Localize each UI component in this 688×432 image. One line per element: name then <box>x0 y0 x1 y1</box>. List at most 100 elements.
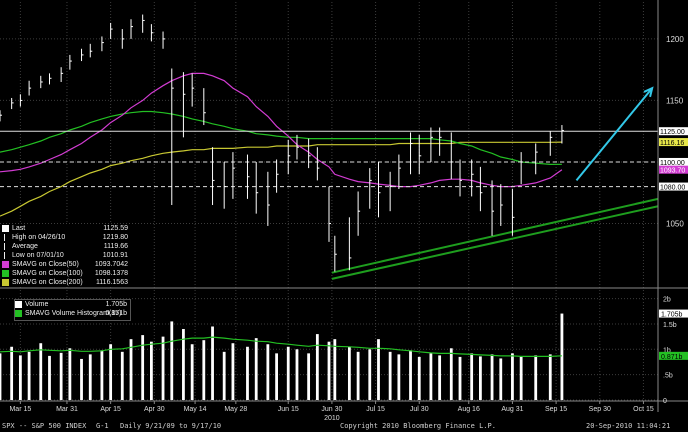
volume-bar <box>449 348 453 400</box>
volume-label-box <box>659 351 688 360</box>
legend-label: SMAVG on Close(50) <box>12 261 79 268</box>
trend-channel <box>331 197 659 280</box>
volume-bar <box>246 346 249 400</box>
x-tick-label: Mar 31 <box>56 406 78 413</box>
legend-value: 0.871b <box>105 310 127 317</box>
volume-tick-label: 1.5b <box>663 322 677 329</box>
price-label-text: 1080.00 <box>660 185 685 192</box>
footer-period: Daily 9/21/09 to 9/17/10 <box>120 422 222 430</box>
x-tick-label: Aug 31 <box>501 406 523 413</box>
volume-bar <box>129 339 133 400</box>
arrow-head <box>643 86 654 98</box>
legend-swatch <box>2 270 9 277</box>
volume-bar <box>275 353 278 400</box>
legend-row: SMAVG on Close(50) 1093.7042 <box>2 260 130 269</box>
volume-bar <box>182 329 185 400</box>
volume-bar <box>490 354 494 400</box>
price-label-box <box>659 182 688 191</box>
volume-bar <box>120 351 124 400</box>
x-tick-label: Sep 30 <box>589 406 611 413</box>
volume-bar <box>39 343 43 400</box>
volume-bar <box>307 353 311 400</box>
volume-legend: Volume 1.705b SMAVG Volume Histogram(15) 0.… <box>14 299 131 321</box>
price-label-text: 1100.00 <box>660 160 685 167</box>
legend-row: SMAVG on Close(200) 1116.1563 <box>2 278 130 287</box>
volume-bar <box>190 344 194 400</box>
volume-tick-label: 0 <box>663 398 667 405</box>
volume-bar <box>560 313 564 400</box>
channel-line <box>331 205 659 280</box>
legend-row: Last 1125.59 <box>2 224 130 233</box>
volume-bar <box>377 339 380 400</box>
x-tick-label: Jul 15 <box>366 406 385 413</box>
price-label-text: 1116.16 <box>660 140 684 147</box>
volume-bar <box>499 358 503 400</box>
volume-tick-label: 1b <box>663 347 671 354</box>
legend-label: Low on 07/01/10 <box>12 252 64 259</box>
legend-label: SMAVG on Close(100) <box>12 270 83 277</box>
volume-bar <box>315 334 319 400</box>
volume-bar <box>388 351 392 400</box>
price-tick-label: 1050 <box>666 219 684 228</box>
legend-label: SMAVG on Close(200) <box>12 279 83 286</box>
volume-tick-label: 2b <box>663 297 671 304</box>
x-tick-label: Oct 15 <box>633 406 654 413</box>
footer-copyright: Copyright 2010 Bloomberg Finance L.P. <box>340 422 496 430</box>
volume-bar <box>80 358 83 400</box>
price-label-box <box>659 127 688 136</box>
x-tick-label: Apr 30 <box>144 406 165 413</box>
volume-bar <box>511 353 514 400</box>
sma100-line <box>0 110 562 166</box>
price-tick-label: 1150 <box>666 96 684 105</box>
legend-swatch <box>2 225 9 232</box>
legend-value: 1219.80 <box>102 234 128 241</box>
volume-bar <box>266 344 270 400</box>
volume-bar <box>438 355 442 400</box>
legend-row: SMAVG on Close(100) 1098.1378 <box>2 269 130 278</box>
x-tick-label: Mar 15 <box>9 406 31 413</box>
volume-bar <box>10 346 14 400</box>
price-label-box <box>659 138 688 147</box>
x-tick-label: May 14 <box>184 406 207 413</box>
x-tick-label: Jun 15 <box>278 406 299 413</box>
legend-swatch <box>15 310 22 317</box>
legend-swatch <box>15 301 22 308</box>
volume-bar <box>161 336 165 400</box>
legend-label: Volume <box>25 301 49 308</box>
price-label-box <box>659 157 688 166</box>
footer-timestamp: 20-Sep-2010 11:04:21 <box>586 422 671 430</box>
channel-line <box>331 197 659 274</box>
volume-tick-label: .5b <box>663 373 673 380</box>
x-tick-label: Jul 30 <box>410 406 429 413</box>
volume-bar <box>231 343 235 400</box>
legend-row: Low on 07/01/10 1010.91 <box>2 251 130 260</box>
volume-bars <box>0 313 564 400</box>
price-bars <box>0 14 564 272</box>
legend-label: High on 04/26/10 <box>12 234 66 241</box>
volume-bar <box>327 341 331 400</box>
volume-bar <box>18 355 22 400</box>
volume-bar <box>548 354 552 400</box>
volume-bar <box>356 351 360 400</box>
x-tick-label: Apr 15 <box>100 406 121 413</box>
price-label-text: 1125.00 <box>660 129 685 136</box>
volume-bar <box>222 351 226 400</box>
volume-bar <box>109 344 113 400</box>
volume-bar <box>458 356 462 400</box>
volume-average-line <box>0 336 562 357</box>
legend-label: Average <box>12 243 38 250</box>
low-marker-icon <box>4 252 9 259</box>
x-tick-label: Jun 30 <box>321 406 342 413</box>
volume-bar <box>368 349 372 400</box>
legend-swatch <box>2 261 9 268</box>
footer-ticker: SPX -- S&P 500 INDEX <box>2 422 87 430</box>
volume-bar <box>295 349 299 400</box>
footer-bar: SPX -- S&P 500 INDEX G-1 Daily 9/21/09 t… <box>0 422 688 432</box>
volume-bar <box>429 353 433 400</box>
legend-row: SMAVG Volume Histogram(15) 0.871b <box>15 309 130 318</box>
legend-row: Average 1119.66 <box>2 242 130 251</box>
legend-value: 1093.7042 <box>94 261 128 268</box>
volume-label-text: 1.705b <box>661 312 683 319</box>
